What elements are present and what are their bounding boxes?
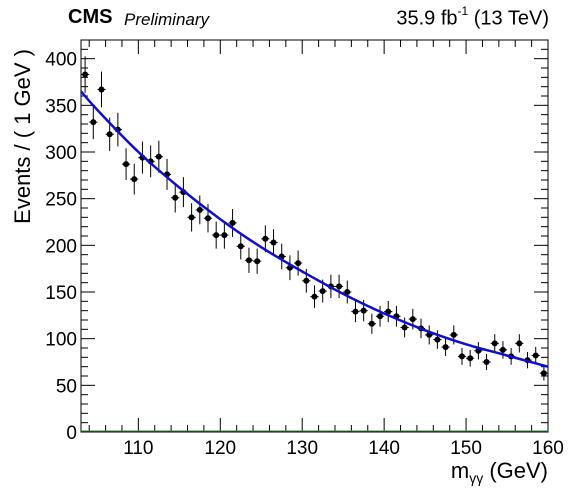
lumi-exponent: -1 [457, 4, 469, 18]
x-tick-label: 130 [286, 438, 318, 459]
x-axis-title: mγγ (GeV) [451, 458, 548, 486]
y-tick-label: 150 [45, 283, 77, 304]
x-tick-label: 120 [204, 438, 236, 459]
data-point [311, 293, 318, 300]
data-point [532, 352, 539, 359]
data-point [434, 336, 441, 343]
data-point [196, 206, 203, 213]
lumi-value: 35.9 fb [396, 7, 458, 30]
x-tick-label: 160 [532, 438, 564, 459]
data-layer [80, 56, 549, 381]
data-point [401, 324, 408, 331]
data-point [188, 214, 195, 221]
y-tick-label: 400 [45, 50, 77, 71]
energy-value: (13 TeV) [468, 7, 549, 30]
data-point [295, 260, 302, 267]
y-tick-label: 250 [45, 190, 77, 211]
lumi-label: 35.9 fb-1 (13 TeV) [396, 4, 549, 31]
data-point [172, 194, 179, 201]
data-point [303, 277, 310, 284]
plot-frame [80, 39, 549, 433]
data-point [245, 257, 252, 264]
y-tick-label: 300 [45, 143, 77, 164]
status-label: Preliminary [124, 10, 210, 29]
data-point [377, 313, 384, 320]
data-point [237, 243, 244, 250]
y-tick-label: 200 [45, 236, 77, 257]
x-tick-label: 110 [123, 438, 153, 459]
x-tick-label: 150 [450, 438, 482, 459]
data-point [368, 320, 375, 327]
data-point [262, 235, 269, 242]
data-point [270, 239, 277, 246]
data-point [540, 370, 547, 377]
x-axis-title-subscript: γγ [469, 470, 483, 486]
y-tick-label: 0 [66, 423, 77, 444]
y-axis-title: Events / ( 1 GeV ) [10, 49, 35, 224]
data-point [442, 344, 449, 351]
data-point [516, 340, 523, 347]
data-point [385, 308, 392, 315]
data-point [123, 161, 130, 168]
data-point [450, 331, 457, 338]
y-tick-label: 100 [45, 330, 77, 351]
data-point [90, 119, 97, 126]
data-point [352, 308, 359, 315]
data-point [499, 346, 506, 353]
data-point [467, 355, 474, 362]
data-point [483, 359, 490, 365]
data-point [336, 283, 343, 290]
data-point [319, 288, 326, 295]
data-point [204, 215, 211, 222]
data-point [155, 153, 162, 160]
x-axis-title-base: m [451, 458, 469, 483]
data-point [82, 71, 89, 78]
y-tick-label: 50 [56, 376, 77, 397]
x-axis-title-unit: (GeV) [483, 458, 548, 483]
data-point [344, 289, 351, 295]
data-point [360, 307, 367, 314]
data-point [131, 176, 138, 183]
data-point [106, 131, 113, 138]
experiment-label: CMS [68, 6, 113, 28]
axes: 0 50 100 150 200 250 300 350 400 110 120 130 140 150 1… [45, 39, 564, 459]
data-point [229, 219, 236, 226]
data-point [409, 316, 416, 323]
y-tick-label: 350 [45, 96, 77, 117]
data-point [213, 232, 220, 239]
data-point [98, 86, 105, 93]
data-point [254, 258, 261, 265]
data-point [221, 232, 228, 239]
data-point [491, 340, 498, 347]
data-point [458, 353, 465, 360]
x-tick-label: 140 [368, 438, 400, 459]
fit-curve [80, 90, 549, 368]
